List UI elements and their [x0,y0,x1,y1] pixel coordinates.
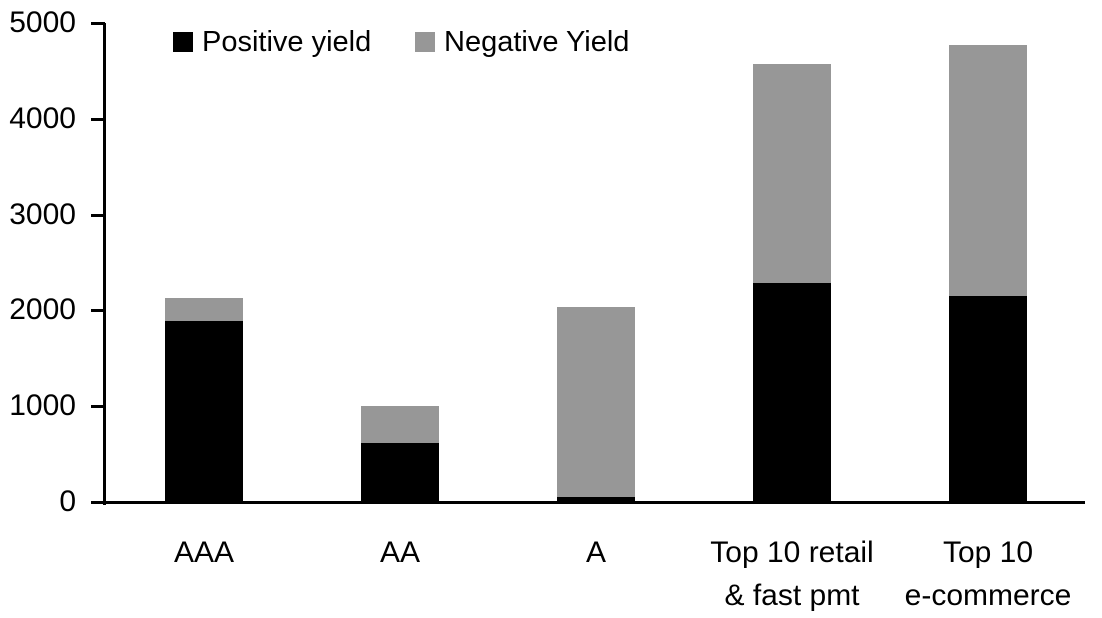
y-axis-label: 4000 [9,101,76,135]
legend-swatch-icon [173,32,193,52]
y-axis-tick [91,213,105,217]
x-axis-line [91,501,1085,504]
y-axis-tick [91,405,105,409]
bar-segment-negative-yield [165,298,243,321]
bar-segment-positive-yield [949,296,1027,502]
bar-segment-negative-yield [949,45,1027,297]
legend-swatch-icon [415,32,435,52]
y-axis-label: 2000 [9,293,76,327]
y-axis-label: 1000 [9,389,76,423]
x-axis-label: AA [379,536,421,569]
bar-segment-positive-yield [753,283,831,502]
x-axis-label: Top 10 retail & fast pmt [710,536,874,612]
legend-item: Negative Yield [415,24,629,60]
y-axis-tick [91,117,105,121]
y-axis-tick [91,22,105,25]
y-axis-label: 5000 [9,6,76,39]
bar-segment-negative-yield [361,406,439,443]
bar-segment-negative-yield [753,63,831,284]
bar-segment-positive-yield [361,442,439,502]
bar-segment-positive-yield [557,497,635,502]
x-axis-label: AAA [173,536,235,569]
legend-label: Positive yield [202,25,372,58]
y-axis-line [103,23,106,505]
y-axis-label: 0 [59,485,76,518]
y-axis-label: 3000 [9,197,76,231]
legend-item: Positive yield [173,24,371,60]
bar-segment-negative-yield [557,307,635,498]
x-axis-label: A [585,536,606,569]
bar-segment-positive-yield [165,320,243,502]
x-axis-label: Top 10 e-commerce [904,536,1072,612]
y-axis-tick [91,309,105,313]
legend-label: Negative Yield [444,25,630,58]
